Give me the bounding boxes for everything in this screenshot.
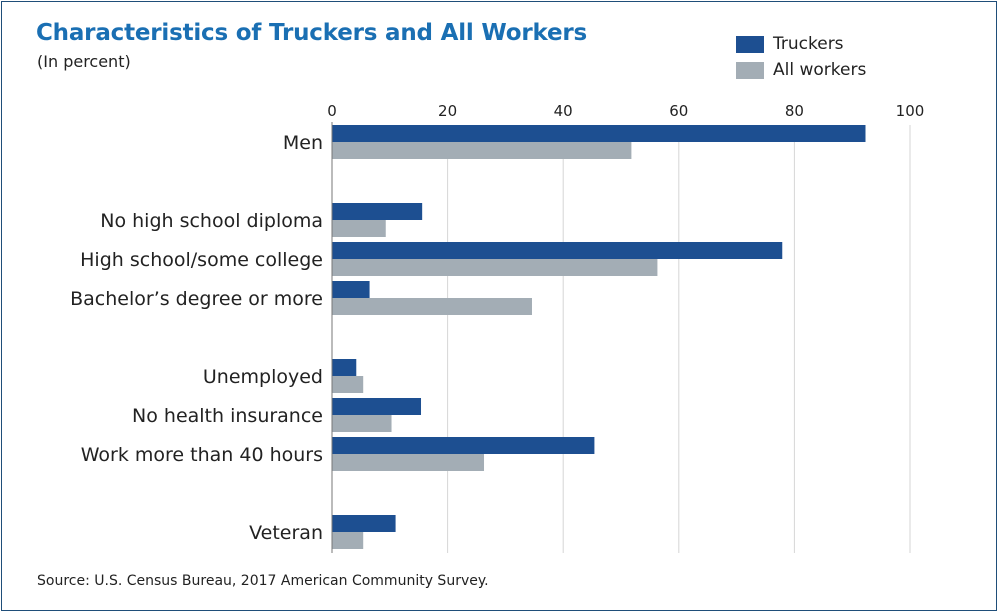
category-label-5: No health insurance [132,405,323,427]
category-label-6: Work more than 40 hours [81,444,323,466]
bar-truckers-0 [332,125,866,142]
legend-swatch-truckers [736,36,764,53]
tick-label-40: 40 [554,102,573,120]
category-label-1: No high school diploma [100,210,323,232]
bar-all-workers-4 [332,376,364,393]
bar-all-workers-6 [332,454,485,471]
bar-truckers-2 [332,242,783,259]
bar-truckers-3 [332,281,370,298]
category-label-7: Veteran [249,522,323,544]
bar-all-workers-2 [332,259,658,276]
tick-label-20: 20 [438,102,457,120]
source-note: Source: U.S. Census Bureau, 2017 America… [37,573,489,589]
bar-all-workers-3 [332,298,532,315]
chart-title: Characteristics of Truckers and All Work… [36,20,587,46]
tick-label-60: 60 [669,102,688,120]
bar-truckers-1 [332,203,423,220]
category-label-3: Bachelor’s degree or more [70,288,323,310]
tick-label-100: 100 [896,102,925,120]
chart-subtitle: (In percent) [37,52,131,71]
bar-truckers-7 [332,515,396,532]
bar-all-workers-5 [332,415,392,432]
bar-truckers-4 [332,359,357,376]
tick-label-0: 0 [327,102,337,120]
bar-all-workers-0 [332,142,632,159]
bar-all-workers-1 [332,220,386,237]
category-label-4: Unemployed [203,366,323,388]
legend-label-truckers: Truckers [773,34,844,54]
legend-label-all-workers: All workers [773,60,867,80]
tick-label-80: 80 [785,102,804,120]
legend-swatch-all-workers [736,62,764,79]
category-label-2: High school/some college [80,249,323,271]
category-label-0: Men [283,132,323,154]
bar-truckers-6 [332,437,595,454]
bar-truckers-5 [332,398,422,415]
bar-all-workers-7 [332,532,364,549]
